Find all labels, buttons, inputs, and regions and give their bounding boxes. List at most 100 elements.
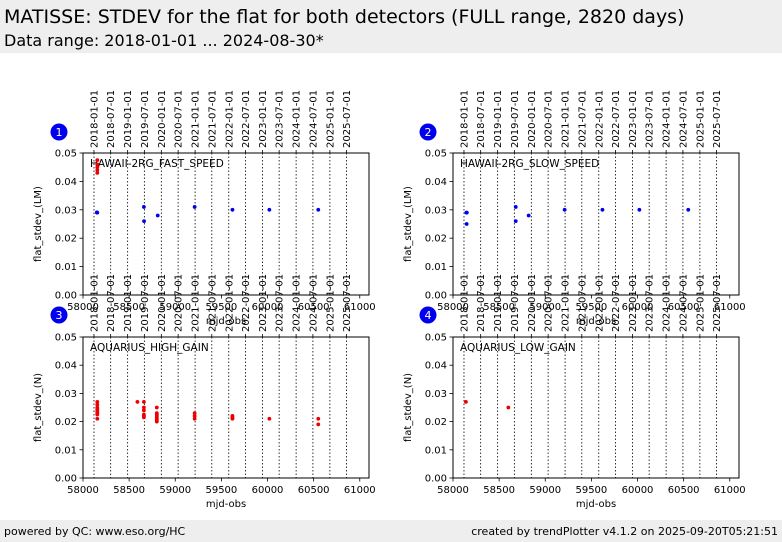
date-tick-label: 2023-07-01 <box>275 274 286 332</box>
panel-badge <box>419 306 437 324</box>
y-axis-label: flat_stdev_(N) <box>33 373 44 442</box>
date-tick-label: 2021-01-01 <box>191 90 202 148</box>
date-tick-label: 2022-01-01 <box>224 274 235 332</box>
data-point <box>506 405 511 410</box>
x-tick-label: 58500 <box>113 302 145 313</box>
data-point <box>141 405 146 410</box>
detector-label: AQUARIUS_HIGH_GAIN <box>90 342 209 354</box>
data-point <box>316 416 321 421</box>
date-tick-label: 2025-07-01 <box>342 274 353 332</box>
date-tick-label: 2022-07-01 <box>241 274 252 332</box>
data-point <box>95 162 100 167</box>
date-tick-label: 2024-07-01 <box>308 90 319 148</box>
panel-badge <box>419 123 437 141</box>
data-point <box>230 416 235 421</box>
data-point <box>637 207 642 212</box>
x-tick-label: 58000 <box>67 485 99 496</box>
panel-badge-number: 2 <box>425 126 432 139</box>
y-tick-label: 0.05 <box>55 149 77 160</box>
date-tick-label: 2018-07-01 <box>106 90 117 148</box>
date-tick-label: 2021-07-01 <box>577 90 588 148</box>
x-tick-label: 61000 <box>714 302 746 313</box>
date-tick-label: 2020-01-01 <box>157 274 168 332</box>
data-point <box>141 205 146 209</box>
date-tick-label: 2022-07-01 <box>241 90 252 148</box>
data-point <box>316 207 321 212</box>
x-tick-label: 58000 <box>437 485 469 496</box>
date-tick-label: 2023-01-01 <box>628 274 639 332</box>
date-tick-label: 2021-07-01 <box>577 274 588 332</box>
data-point <box>154 405 159 410</box>
x-tick-label: 60500 <box>668 302 700 313</box>
data-point <box>142 219 146 224</box>
date-tick-label: 2024-07-01 <box>308 274 319 332</box>
date-tick-label: 2023-01-01 <box>258 274 269 332</box>
x-axis-label: mjd-obs <box>206 499 246 510</box>
data-point <box>513 219 518 224</box>
y-tick-label: 0.01 <box>425 262 447 273</box>
date-tick-label: 2018-07-01 <box>106 274 117 332</box>
date-tick-label: 2025-07-01 <box>342 90 353 148</box>
y-tick-label: 0.04 <box>425 361 447 372</box>
x-tick-label: 60500 <box>668 485 700 496</box>
date-tick-label: 2023-07-01 <box>275 90 286 148</box>
data-point <box>95 168 100 172</box>
date-tick-label: 2023-07-01 <box>645 90 656 148</box>
data-point <box>464 222 469 226</box>
data-point <box>192 416 197 421</box>
x-tick-label: 61000 <box>344 485 376 496</box>
y-axis-label: flat_stdev_(LM) <box>403 186 414 262</box>
y-tick-label: 0.03 <box>55 205 77 216</box>
x-tick-label: 61000 <box>714 485 746 496</box>
data-point <box>192 414 197 418</box>
date-tick-label: 2022-07-01 <box>611 90 622 148</box>
date-tick-label: 2019-07-01 <box>140 274 151 332</box>
plot-frame <box>452 152 740 296</box>
date-tick-label: 2018-01-01 <box>89 90 100 148</box>
date-tick-label: 2022-07-01 <box>611 274 622 332</box>
date-tick-label: 2021-01-01 <box>561 274 572 332</box>
y-tick-label: 0.02 <box>425 417 447 428</box>
date-tick-label: 2019-07-01 <box>510 90 521 148</box>
y-tick-label: 0.00 <box>425 291 447 302</box>
panel-badge <box>50 306 68 324</box>
y-tick-label: 0.00 <box>55 291 77 302</box>
x-tick-label: 59000 <box>159 302 191 313</box>
detector-label: AQUARIUS_LOW_GAIN <box>460 342 576 354</box>
date-tick-label: 2018-01-01 <box>459 90 470 148</box>
footer-created-by: created by trendPlotter v4.1.2 on 2025-0… <box>471 525 778 538</box>
date-tick-label: 2025-01-01 <box>695 90 706 148</box>
date-tick-label: 2021-01-01 <box>561 90 572 148</box>
data-point <box>95 210 100 215</box>
panel-badge <box>50 123 68 141</box>
data-point <box>464 399 468 404</box>
x-tick-label: 60000 <box>622 302 654 313</box>
x-tick-label: 60500 <box>298 485 330 496</box>
y-axis-label: flat_stdev_(N) <box>403 373 414 442</box>
plot-frame <box>82 336 370 479</box>
data-point <box>95 165 100 170</box>
y-tick-label: 0.03 <box>425 389 447 400</box>
y-tick-label: 0.02 <box>55 234 77 245</box>
date-tick-label: 2018-07-01 <box>476 90 487 148</box>
data-point <box>513 205 518 209</box>
x-tick-label: 59500 <box>205 302 237 313</box>
y-tick-label: 0.02 <box>55 417 77 428</box>
x-tick-label: 60000 <box>252 302 284 313</box>
x-tick-label: 60000 <box>252 485 284 496</box>
y-tick-label: 0.00 <box>55 474 77 485</box>
date-tick-label: 2023-01-01 <box>258 90 269 148</box>
x-axis-label: mjd-obs <box>576 316 616 327</box>
x-axis-label: mjd-obs <box>576 499 616 510</box>
data-point <box>95 158 100 163</box>
data-point <box>95 412 100 417</box>
data-point <box>316 422 321 427</box>
data-point <box>141 415 146 420</box>
data-point <box>267 207 272 212</box>
date-tick-label: 2019-01-01 <box>493 90 504 148</box>
x-tick-label: 58500 <box>483 485 515 496</box>
y-tick-label: 0.02 <box>425 234 447 245</box>
x-tick-label: 60000 <box>622 485 654 496</box>
detector-label: HAWAII-2RG_SLOW_SPEED <box>460 158 599 170</box>
panel-badge-number: 4 <box>425 309 432 322</box>
